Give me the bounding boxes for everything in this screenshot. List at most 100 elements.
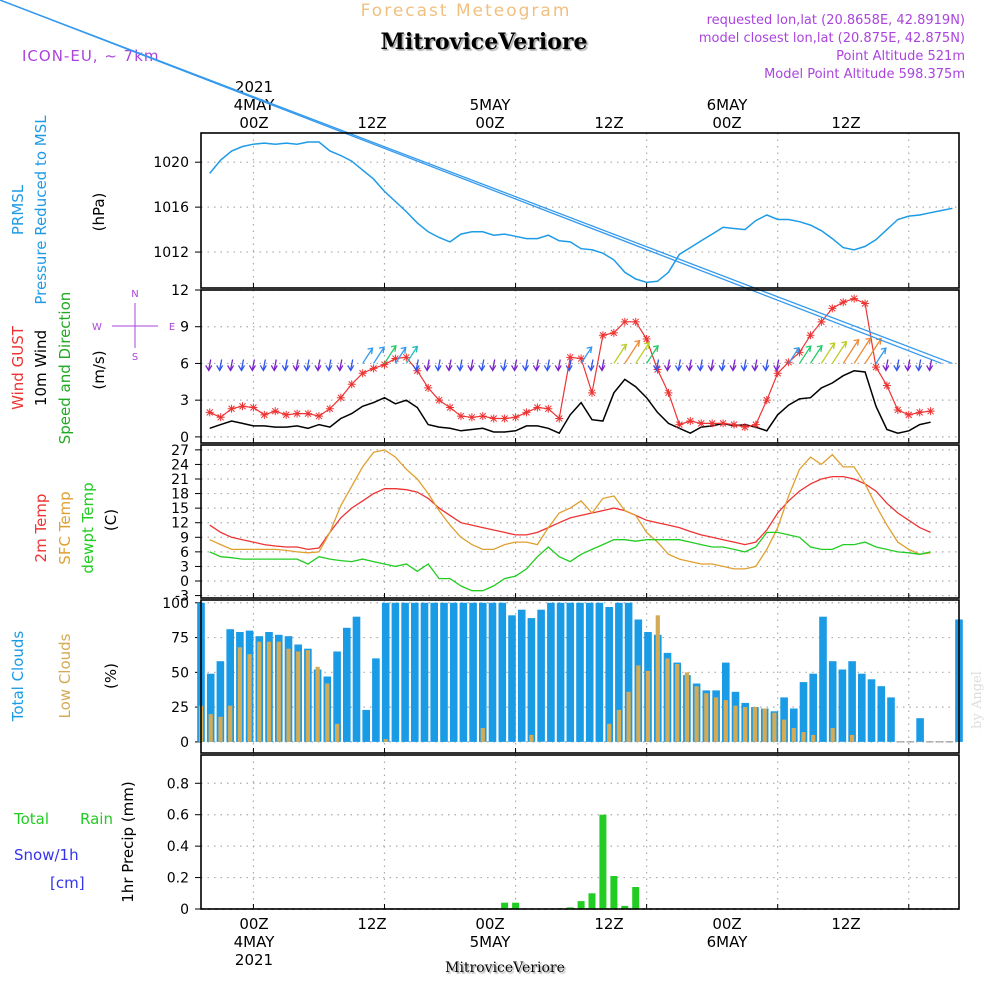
gust-marker [489,414,498,423]
wind-direction-arrowhead [227,365,235,372]
gust-marker [402,353,411,362]
y-tick-label: 75 [171,631,189,647]
y-tick-label: 12 [171,516,189,532]
wind-direction-arrowhead [634,339,641,347]
wind-direction-arrowhead [841,340,848,348]
gust-marker [675,420,684,429]
total-cloud-bar [877,686,886,742]
station-title: MitroviceVeriore [381,29,588,55]
gust-marker [271,407,280,416]
precip-bar [577,901,585,909]
wind-direction-arrow [864,338,882,364]
total-cloud-bar [479,602,487,742]
wind-direction-arrow [580,346,593,364]
wind-direction-arrow [928,359,933,370]
total-cloud-bar [848,661,856,742]
total-cloud-bar [547,602,555,742]
low-cloud-bar [655,615,660,742]
wind-direction-arrowhead [740,365,748,372]
compass-north: N [131,289,138,300]
tick-label-top: 12Z [357,114,386,132]
total-cloud-bar [391,602,400,742]
gust-marker [566,353,575,362]
wind-unit-label: (m/s) [90,350,108,389]
wind-direction-arrow [557,359,561,370]
wind-direction-arrowhead [805,345,812,353]
dewpt-line [209,531,931,592]
wind-direction-arrow [362,347,374,364]
total-cloud-bar [498,602,507,742]
low-cloud-bar [607,723,612,742]
y-tick-label: 21 [171,472,189,488]
y-tick-label: 0 [180,735,189,751]
total-cloud-bar [527,618,536,742]
wind-direction-arrowhead [762,365,770,372]
temp2m-line [209,475,931,551]
wind-direction-arrowhead [445,365,453,372]
total-cloud-bar [799,682,808,742]
wind-direction-arrow [350,359,354,370]
date-label-bottom: 4MAY [234,933,276,951]
gust-marker [544,404,553,413]
gust-marker [314,412,323,421]
gust-marker [282,410,291,419]
wind-direction-arrowhead [467,365,475,372]
y-tick-label: 3 [180,393,189,409]
wind-direction-arrow [524,359,529,370]
y-tick-label: 25 [171,700,189,716]
sfc-temp-label: SFC Temp [56,491,74,564]
y-tick-label: 0.8 [167,776,189,792]
gust-marker [358,369,367,378]
wind-direction-arrowhead [707,365,715,372]
wind-direction-arrowhead [893,365,901,372]
y-tick-label: 0 [180,430,189,446]
gust-marker [751,420,760,429]
wind-direction-arrow [743,359,747,370]
gust-marker [598,331,607,340]
low-cloud-bar [645,670,651,742]
precip-bar [632,887,640,909]
cloud-unit-label: (%) [102,663,120,689]
model-label: ICON-EU, ~ 7km [22,47,160,65]
total-cloud-bar [537,609,545,742]
gust-marker [850,294,859,303]
total-cloud-bar [352,616,361,742]
low-cloud-bar [315,666,320,742]
y-tick-label: 27 [171,443,189,459]
y-tick-label: 12 [171,283,189,299]
total-cloud-bar [411,602,419,742]
wind-direction-arrowhead [663,365,672,372]
wind-direction-arrow [328,359,332,370]
wind-direction-arrowhead [543,365,551,372]
tick-label-bottom: 00Z [239,915,268,933]
wind-direction-arrowhead [390,344,397,352]
tick-label-bottom: 12Z [357,915,386,933]
wind-direction-arrowhead [532,365,540,372]
wind-direction-arrowhead [652,365,661,372]
wind-direction-arrowhead [773,365,781,372]
wind-direction-arrow [798,345,812,364]
wind-direction-arrow [809,345,823,364]
gust-marker [686,416,695,425]
wind-direction-arrowhead [314,365,322,372]
gust-marker [249,403,258,412]
low-cloud-bar [247,654,252,742]
wind-direction-arrowhead [400,346,407,354]
panel-frame [200,444,960,599]
wind-direction-arrow [481,359,485,370]
low-cloud-bar [335,723,340,742]
gust-marker [893,405,902,414]
tick-label-top: 12Z [594,114,623,132]
gust-marker [424,383,433,392]
requested-coords: requested lon,lat (20.8658E, 42.8919N) [707,13,965,28]
precip-bar [501,902,509,909]
wind-direction-arrow [754,359,758,370]
wind-direction-arrow [721,359,725,370]
gust-marker [740,423,749,432]
date-label-top: 5MAY [470,96,512,114]
prmsl-desc-label: Pressure Reduced to MSL [32,115,50,305]
wind-direction-arrow [262,359,266,370]
gust-marker [347,380,356,389]
wind-direction-arrowhead [554,365,562,372]
